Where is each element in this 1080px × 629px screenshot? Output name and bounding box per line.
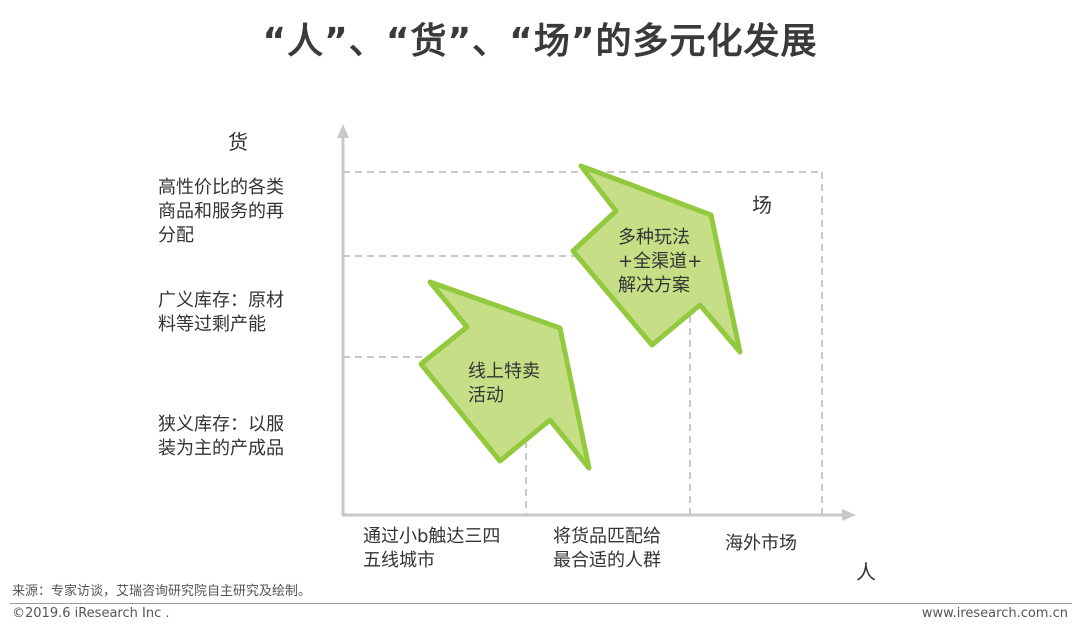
page-title: “人”、“货”、“场”的多元化发展 bbox=[262, 21, 818, 62]
arrow-multi-channel bbox=[570, 163, 743, 355]
y-axis-name: 货 bbox=[228, 130, 248, 154]
y-axis-arrowhead bbox=[337, 124, 349, 138]
website-link[interactable]: www.iresearch.com.cn bbox=[921, 606, 1068, 621]
x-level-label: 通过小b触达三四 五线城市 bbox=[363, 526, 501, 571]
y-level-label: 高性价比的各类 商品和服务的再 分配 bbox=[158, 177, 284, 246]
field-label: 场 bbox=[752, 193, 772, 217]
x-level-label: 将货品匹配给 最合适的人群 bbox=[553, 526, 661, 571]
y-level-label: 广义库存：原材 料等过剩产能 bbox=[158, 290, 284, 335]
source-note: 来源：专家访谈，艾瑞咨询研究院自主研究及绘制。 bbox=[12, 584, 312, 599]
x-axis-name: 人 bbox=[856, 560, 876, 584]
arrow-multi-channel-text: 多种玩法 +全渠道+ 解决方案 bbox=[618, 227, 703, 296]
copyright-text: ©2019.6 iResearch Inc . bbox=[12, 606, 170, 621]
footer-divider bbox=[10, 603, 1072, 604]
arrow-online-sale-text: 线上特卖 活动 bbox=[468, 361, 540, 406]
arrow-online-sale bbox=[418, 279, 592, 471]
x-level-label: 海外市场 bbox=[725, 533, 797, 554]
x-axis-arrowhead bbox=[842, 509, 856, 521]
y-level-label: 狭义库存：以服 装为主的产成品 bbox=[158, 414, 284, 459]
